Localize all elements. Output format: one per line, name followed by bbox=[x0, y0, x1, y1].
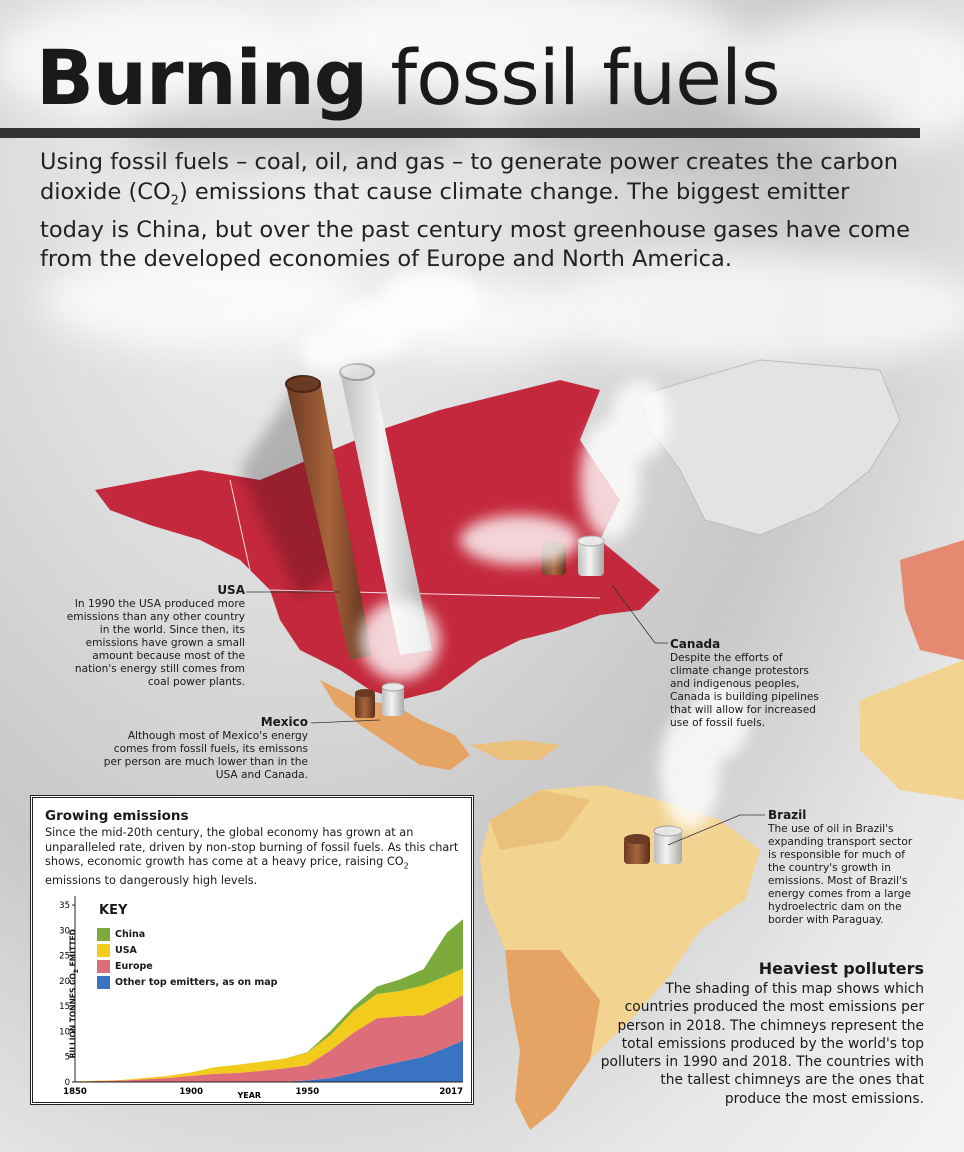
page-title: Burning fossil fuels bbox=[36, 30, 781, 126]
key-label-europe: Europe bbox=[115, 961, 153, 972]
title-bold: Burning bbox=[36, 33, 368, 122]
intro-text-a: Using fossil fuels – coal, oil, and gas … bbox=[40, 149, 898, 205]
heaviest-polluters: Heaviest polluters The shading of this m… bbox=[600, 958, 924, 1108]
heaviest-text: The shading of this map shows which coun… bbox=[600, 981, 924, 1107]
area-other bbox=[75, 1040, 463, 1082]
europe-africa-shape bbox=[900, 540, 964, 660]
heaviest-title: Heaviest polluters bbox=[758, 959, 924, 978]
callout-canada-title: Canada bbox=[670, 637, 721, 651]
y-tick-label: 20 bbox=[59, 977, 70, 987]
area-europe bbox=[75, 995, 463, 1082]
callout-usa-title: USA bbox=[217, 583, 245, 597]
y-tick-label: 5 bbox=[65, 1053, 70, 1063]
chart-desc-a: Since the mid-20th century, the global e… bbox=[45, 826, 459, 869]
callout-canada-text: Despite the efforts of climate change pr… bbox=[670, 652, 819, 729]
title-rule bbox=[0, 128, 920, 138]
key-row-china: China bbox=[97, 928, 145, 941]
mexico-chimneys bbox=[355, 682, 405, 718]
intro-sub: 2 bbox=[170, 193, 179, 208]
intro-text-b: ) emissions that cause climate change. T… bbox=[40, 178, 910, 273]
x-tick-label: 2017 bbox=[439, 1087, 463, 1097]
smoke-plumes bbox=[300, 270, 750, 830]
x-tick-label: 1950 bbox=[295, 1087, 319, 1097]
callout-brazil-text: The use of oil in Brazil's expanding tra… bbox=[768, 823, 913, 926]
key-row-other: Other top emitters, as on map bbox=[97, 976, 277, 989]
callout-brazil-title: Brazil bbox=[768, 808, 807, 822]
growing-emissions-box: Growing emissions Since the mid-20th cen… bbox=[30, 795, 474, 1105]
y-tick-label: 10 bbox=[59, 1027, 70, 1037]
brazil-chimneys bbox=[624, 825, 683, 864]
x-tick-label: 1850 bbox=[63, 1087, 87, 1097]
key-label-usa: USA bbox=[115, 945, 137, 956]
callout-mexico: Mexico Although most of Mexico's energy … bbox=[100, 715, 308, 782]
y-tick-label: 15 bbox=[59, 1002, 70, 1012]
y-tick-label: 25 bbox=[59, 952, 70, 962]
ylabel-sub: 2 bbox=[72, 968, 80, 974]
callout-usa-text: In 1990 the USA produced more emissions … bbox=[66, 598, 245, 688]
x-tick-label: 1900 bbox=[179, 1087, 203, 1097]
ylabel-b: EMITTED bbox=[68, 929, 78, 969]
chart-desc-sub: 2 bbox=[403, 861, 409, 871]
intro-paragraph: Using fossil fuels – coal, oil, and gas … bbox=[40, 148, 920, 275]
emissions-area-chart: 0 5 10 15 20 25 30 35 1850 1900 1950 2017 YEAR bbox=[59, 896, 463, 1100]
y-tick-label: 30 bbox=[59, 926, 70, 936]
ylabel-a: BILLION TONNES CO bbox=[68, 973, 78, 1059]
chart-desc-b: emissions to dangerously high levels. bbox=[45, 874, 258, 888]
callout-mexico-title: Mexico bbox=[260, 715, 308, 729]
x-axis-label: YEAR bbox=[236, 1091, 261, 1100]
callout-usa: USA In 1990 the USA produced more emissi… bbox=[60, 583, 245, 689]
greenland-shape bbox=[639, 359, 901, 536]
swatch-europe bbox=[97, 960, 110, 973]
y-tick-label: 0 bbox=[65, 1078, 70, 1088]
swatch-china bbox=[97, 928, 110, 941]
usa-chimneys bbox=[285, 363, 432, 660]
key-row-europe: Europe bbox=[97, 960, 153, 973]
callout-brazil: Brazil The use of oil in Brazil's expand… bbox=[768, 808, 918, 927]
callout-canada: Canada Despite the efforts of climate ch… bbox=[670, 637, 820, 730]
title-light: fossil fuels bbox=[390, 33, 780, 122]
key-row-usa: USA bbox=[97, 944, 137, 957]
key-label-china: China bbox=[115, 929, 146, 940]
chart-title: Growing emissions bbox=[45, 808, 189, 824]
y-axis-label: BILLION TONNES CO2 EMITTED bbox=[68, 919, 80, 1069]
key-label-other: Other top emitters, as on map bbox=[115, 977, 278, 988]
swatch-usa bbox=[97, 944, 110, 957]
swatch-other bbox=[97, 976, 110, 989]
key-title: KEY bbox=[99, 903, 128, 918]
callout-mexico-text: Although most of Mexico's energy comes f… bbox=[103, 730, 308, 781]
y-tick-label: 35 bbox=[59, 901, 70, 911]
chart-description: Since the mid-20th century, the global e… bbox=[45, 826, 465, 889]
